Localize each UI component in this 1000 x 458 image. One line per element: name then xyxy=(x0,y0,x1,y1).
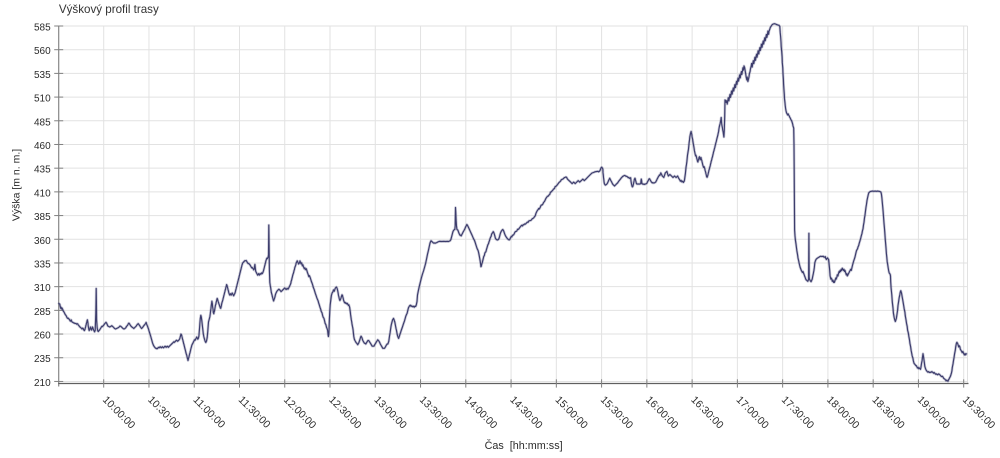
svg-text:335: 335 xyxy=(34,259,51,270)
svg-text:260: 260 xyxy=(34,331,51,342)
svg-text:360: 360 xyxy=(34,236,51,247)
svg-text:285: 285 xyxy=(34,307,51,318)
svg-text:585: 585 xyxy=(34,23,51,34)
svg-text:435: 435 xyxy=(34,165,51,176)
svg-text:Výška [m n. m.]: Výška [m n. m.] xyxy=(10,149,22,221)
svg-text:460: 460 xyxy=(34,141,51,152)
svg-text:Výškový profil trasy: Výškový profil trasy xyxy=(59,3,159,16)
svg-text:535: 535 xyxy=(34,70,51,81)
svg-text:210: 210 xyxy=(34,378,51,389)
svg-text:385: 385 xyxy=(34,212,51,223)
svg-text:410: 410 xyxy=(34,188,51,199)
svg-text:235: 235 xyxy=(34,354,51,365)
svg-text:485: 485 xyxy=(34,117,51,128)
svg-text:510: 510 xyxy=(34,94,51,105)
svg-text:310: 310 xyxy=(34,283,51,294)
svg-text:560: 560 xyxy=(34,46,51,57)
svg-text:Čas [hh:mm:ss]: Čas [hh:mm:ss] xyxy=(485,439,563,452)
